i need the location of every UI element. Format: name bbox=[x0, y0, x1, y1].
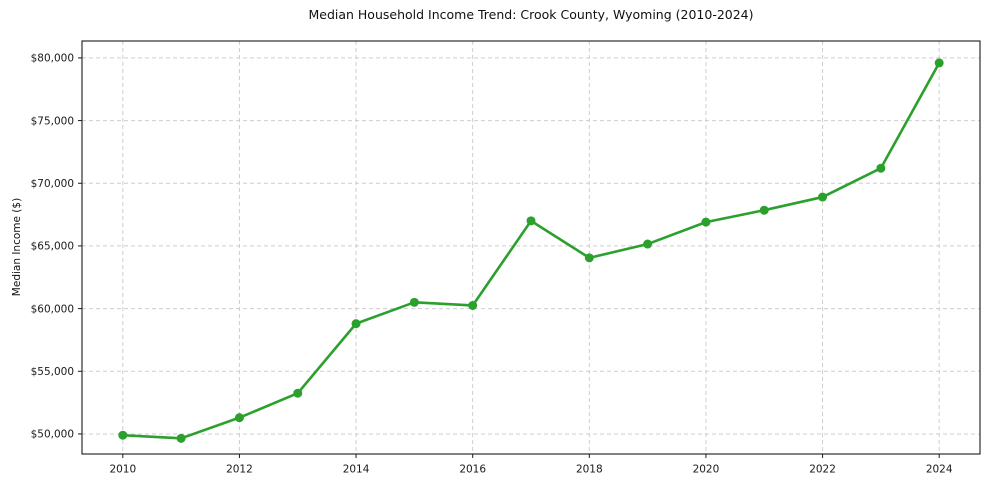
y-tick-label: $55,000 bbox=[31, 366, 74, 378]
x-tick-label: 2024 bbox=[926, 464, 953, 476]
data-point-marker bbox=[526, 216, 536, 226]
data-point-marker bbox=[643, 239, 653, 249]
chart-title: Median Household Income Trend: Crook Cou… bbox=[308, 7, 754, 22]
axes-frame bbox=[81, 40, 981, 455]
x-tick-label: 2014 bbox=[343, 464, 370, 476]
data-point-marker bbox=[234, 413, 244, 423]
data-point-marker bbox=[468, 300, 478, 310]
x-tick-label: 2010 bbox=[109, 464, 136, 476]
data-point-marker bbox=[759, 205, 769, 215]
data-point-marker bbox=[176, 433, 186, 443]
data-point-marker bbox=[584, 253, 594, 263]
data-point-marker bbox=[818, 192, 828, 202]
y-tick-label: $60,000 bbox=[31, 303, 74, 315]
x-tick-label: 2022 bbox=[809, 464, 836, 476]
y-tick-label: $75,000 bbox=[31, 115, 74, 127]
data-point-marker bbox=[118, 430, 128, 440]
x-tick-label: 2016 bbox=[459, 464, 486, 476]
y-tick-label: $65,000 bbox=[31, 241, 74, 253]
y-tick-label: $70,000 bbox=[31, 178, 74, 190]
y-tick-label: $50,000 bbox=[31, 429, 74, 441]
y-tick-label: $80,000 bbox=[31, 53, 74, 65]
data-point-marker bbox=[934, 58, 944, 68]
x-tick-label: 2018 bbox=[576, 464, 603, 476]
income-trend-line bbox=[121, 61, 941, 440]
data-point-marker bbox=[701, 217, 711, 227]
x-tick-label: 2020 bbox=[693, 464, 720, 476]
data-point-marker bbox=[876, 163, 886, 173]
data-point-marker bbox=[293, 388, 303, 398]
data-point-marker bbox=[351, 319, 361, 329]
data-point-marker bbox=[409, 297, 419, 307]
x-tick-label: 2012 bbox=[226, 464, 253, 476]
